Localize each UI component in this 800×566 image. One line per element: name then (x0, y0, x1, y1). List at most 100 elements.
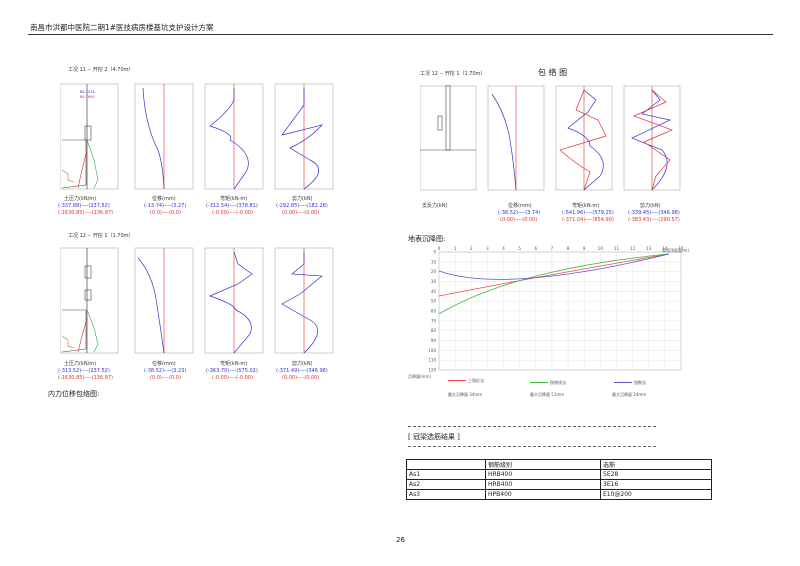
stage1-displacement-panel (134, 83, 194, 190)
crown-beam-title: [ 冠梁选筋结果 ] (408, 433, 460, 441)
dashed-divider-bottom (408, 446, 656, 447)
env-p4-name: 剪力(kN) (640, 203, 661, 209)
env-p4-r2: (-383.43)----(290.57) (628, 217, 680, 223)
stage1-p2-r1: (-13.74)----(3.27) (144, 203, 187, 209)
x-tick-label: 0 (438, 246, 441, 251)
env-p2-name: 位移(mm) (508, 203, 532, 209)
stage1-p4-r1: (-292.85)----(182.28) (276, 203, 328, 209)
legend-label-1: 三角形法 (468, 378, 484, 383)
stage2-displacement-panel (134, 247, 194, 354)
envelope-shear-panel (623, 85, 681, 191)
legend-swatch-2 (530, 382, 548, 383)
settlement-caption: 地表沉降图: (408, 235, 446, 243)
stage2-earth-pressure-panel (60, 247, 119, 354)
x-tick-label: 14 (662, 246, 668, 251)
x-tick-label: 1 (454, 246, 457, 251)
settlement-chart: 0 1 2 3 4 5 6 7 8 9 10 11 12 13 14 15 01020304050607080… (428, 246, 684, 373)
x-tick-label: 13 (646, 246, 652, 251)
y-tick-label: 30 (431, 279, 437, 284)
x-tick-label: 15 (678, 246, 684, 251)
stage2-moment-panel (204, 247, 264, 354)
settlement-x-ticks: 0 1 2 3 4 5 6 7 8 9 10 11 12 13 14 15 (438, 246, 684, 251)
x-tick-label: 7 (551, 246, 554, 251)
y-tick-label: 70 (431, 318, 437, 323)
svg-text:BS-7890: BS-7890 (80, 95, 95, 99)
stage2-shear-panel (274, 247, 334, 354)
y-tick-label: 120 (428, 368, 436, 373)
envelope-title: 包 络 图 (538, 68, 568, 77)
legend-label-3: 指数法 (634, 380, 646, 385)
settlement-y-ticks: 0 10 20 30 40 50 60 70 80 90 100 110 120 (428, 250, 436, 373)
y-tick-label: 50 (431, 299, 437, 304)
envelope-diagrams (420, 85, 681, 191)
dashed-divider-top (408, 426, 656, 427)
table-cell: 5E28 (600, 469, 712, 480)
table-cell: As1 (406, 469, 486, 480)
stage1-p1-name: 土压力(kN/m) (64, 196, 97, 202)
table-row: As2 HRB400 3E16 (406, 479, 712, 490)
x-tick-label: 9 (583, 246, 586, 251)
stage1-moment-panel (204, 83, 264, 190)
settlement-curve-parabola (438, 253, 670, 315)
y-tick-label: 80 (431, 328, 437, 333)
y-tick-label: 60 (431, 309, 437, 314)
stage2-p2-r2: (0.0)----(0.0) (150, 375, 181, 381)
legend-swatch-3 (614, 382, 632, 383)
svg-text:BS-1234: BS-1234 (80, 90, 96, 94)
stage1-p1-r1: (-337.88)----(237.52) (58, 203, 110, 209)
right-stage-label: 工况 12 -- 开挖 1（1.70m） (420, 71, 486, 77)
stage2-p4-r2: (0.00)----(0.00) (282, 375, 320, 381)
stage1-p3-r2: (-0.00)----(-0.00) (212, 210, 253, 216)
y-tick-label: 10 (431, 259, 437, 264)
env-p2-r2: (0.00)----(0.00) (500, 217, 538, 223)
table-cell: As2 (406, 479, 486, 490)
table-header-cell: 钢筋级别 (485, 459, 601, 470)
stage2-p1-r1: (-313.52)----(237.52) (58, 368, 110, 374)
stage2-diagrams (60, 247, 334, 354)
stage1-p1-r2: (-1630.85)----(136.97) (58, 210, 113, 216)
x-tick-label: 11 (614, 246, 620, 251)
table-row: As1 HRB400 5E28 (406, 469, 712, 480)
support-reaction-panel (420, 85, 477, 191)
table-cell: HRB400 (485, 479, 601, 490)
stage2-p3-r2: (-0.00)----(-0.00) (212, 375, 253, 381)
env-p1-name: 支反力(kN) (422, 203, 448, 209)
x-tick-label: 10 (598, 246, 604, 251)
stage1-p2-name: 位移(mm) (152, 196, 176, 202)
table-header-cell (406, 459, 486, 470)
y-tick-label: 110 (428, 358, 436, 363)
env-p3-r1: (-541.96)----(579.25) (562, 210, 614, 216)
settlement-curve-exponential (438, 253, 670, 280)
y-tick-label: 20 (431, 269, 437, 274)
stage1-diagrams: BS-1234 BS-7890 (60, 83, 334, 190)
stage2-p3-name: 弯矩(kN-m) (220, 361, 248, 367)
stage1-p4-r2: (0.00)----(0.00) (282, 210, 320, 216)
stage2-p4-name: 剪力(kN) (292, 361, 313, 367)
y-tick-label: 100 (428, 348, 436, 353)
env-p3-name: 弯矩(kN-m) (572, 203, 600, 209)
x-tick-label: 5 (518, 246, 521, 251)
env-p3-r2: (-371.04)----(854.90) (562, 217, 614, 223)
env-p2-r1: (-38.52)----(3.74) (498, 210, 541, 216)
y-tick-label: 0 (433, 250, 436, 255)
table-cell: As3 (406, 489, 486, 500)
x-tick-label: 3 (486, 246, 489, 251)
settlement-curve-triangle (438, 253, 670, 297)
max-settlement-2: 最大沉降量 51mm (530, 392, 565, 397)
stage1-shear-panel (274, 83, 334, 190)
env-p4-r1: (-339.45)----(346.98) (628, 210, 680, 216)
stage2-p4-r1: (-371.49)----(346.98) (276, 368, 328, 374)
stage1-p3-r1: (-312.54)----(378.81) (206, 203, 258, 209)
x-tick-label: 6 (535, 246, 538, 251)
max-settlement-3: 最大沉降量 24mm (612, 392, 647, 397)
page-header-title: 南昌市洪都中医院二期1#医技病房楼基坑支护设计方案 (30, 23, 214, 32)
table-cell: E10@200 (600, 489, 712, 500)
x-tick-label: 4 (502, 246, 505, 251)
stage1-p4-name: 剪力(kN) (292, 196, 313, 202)
x-tick-label: 2 (470, 246, 473, 251)
settlement-grid (438, 251, 682, 371)
x-tick-label: 12 (630, 246, 636, 251)
stage2-p1-name: 土压力(kN/m) (64, 361, 97, 367)
header-divider (28, 34, 773, 35)
table-header-cell: 选筋 (600, 459, 712, 470)
